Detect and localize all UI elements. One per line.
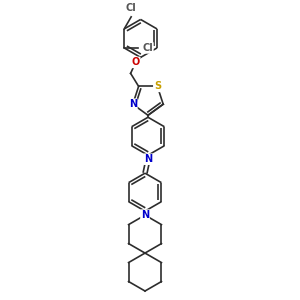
Text: Cl: Cl: [126, 3, 136, 13]
Text: N: N: [129, 99, 137, 109]
Text: S: S: [154, 81, 161, 92]
Text: Cl: Cl: [142, 43, 153, 53]
Text: N: N: [141, 210, 149, 220]
Text: N: N: [144, 154, 152, 164]
Text: O: O: [131, 57, 140, 68]
